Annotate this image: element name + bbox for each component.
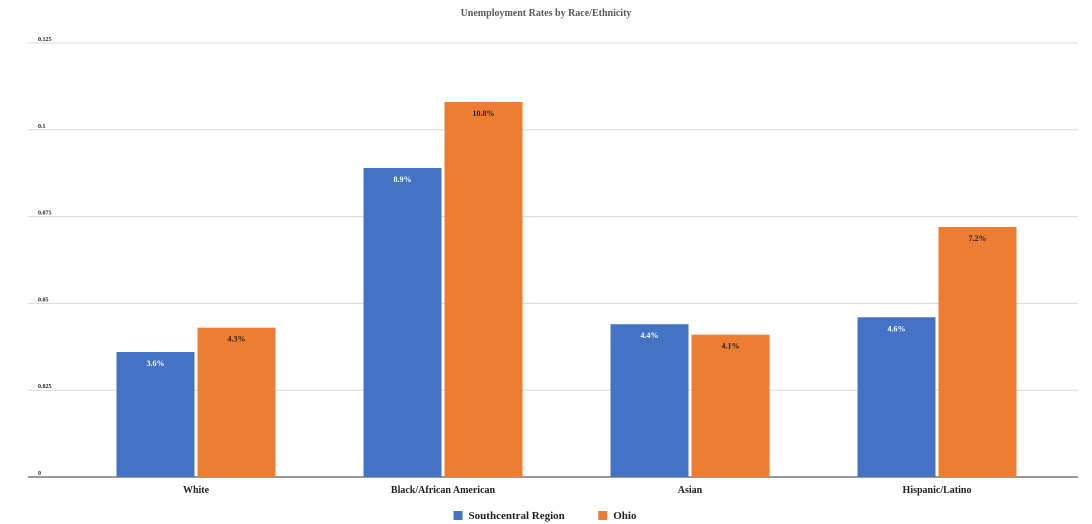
y-tick-label: 0: [38, 471, 41, 477]
bars: [116, 102, 1017, 478]
legend-swatch: [453, 511, 463, 520]
x-axis-ticks: White Black/African American Asian Hispanic…: [183, 485, 972, 496]
bar-ohio: [938, 227, 1017, 477]
data-label: 4.6%: [888, 324, 906, 333]
data-labels: 3.6% 4.3% 8.9% 10.8% 4.4% 4.1% 4.6% 7.2%: [147, 109, 987, 368]
x-tick-label: Hispanic/Latino: [903, 485, 972, 496]
legend: Southcentral Region Ohio: [453, 510, 637, 522]
data-label: 8.9%: [394, 175, 412, 184]
legend-label: Southcentral Region: [469, 510, 565, 522]
bar-southcentral: [116, 352, 195, 477]
bar-ohio: [197, 327, 276, 477]
y-tick-label: 0.1: [38, 124, 46, 130]
bar-ohio: [691, 334, 770, 477]
data-label: 4.1%: [722, 342, 740, 351]
y-tick-label: 0.075: [38, 211, 52, 217]
data-label: 4.4%: [641, 331, 659, 340]
y-tick-label: 0.05: [38, 297, 49, 303]
bar-southcentral: [363, 167, 442, 477]
bar-southcentral: [610, 324, 689, 477]
y-tick-label: 0.025: [38, 384, 52, 390]
bar-southcentral: [857, 317, 936, 477]
y-tick-label: 0.125: [38, 37, 52, 43]
x-tick-label: Asian: [678, 485, 703, 496]
data-label: 7.2%: [969, 234, 987, 243]
x-tick-label: White: [183, 485, 210, 496]
data-label: 10.8%: [473, 109, 495, 118]
chart-title: Unemployment Rates by Race/Ethnicity: [461, 8, 632, 19]
data-label: 4.3%: [228, 335, 246, 344]
legend-swatch: [598, 511, 608, 520]
y-axis-ticks: 0 0.025 0.05 0.075 0.1 0.125: [38, 37, 52, 477]
data-label: 3.6%: [147, 359, 165, 368]
bar-ohio: [444, 102, 523, 478]
legend-label: Ohio: [613, 510, 637, 522]
x-tick-label: Black/African American: [391, 485, 496, 496]
